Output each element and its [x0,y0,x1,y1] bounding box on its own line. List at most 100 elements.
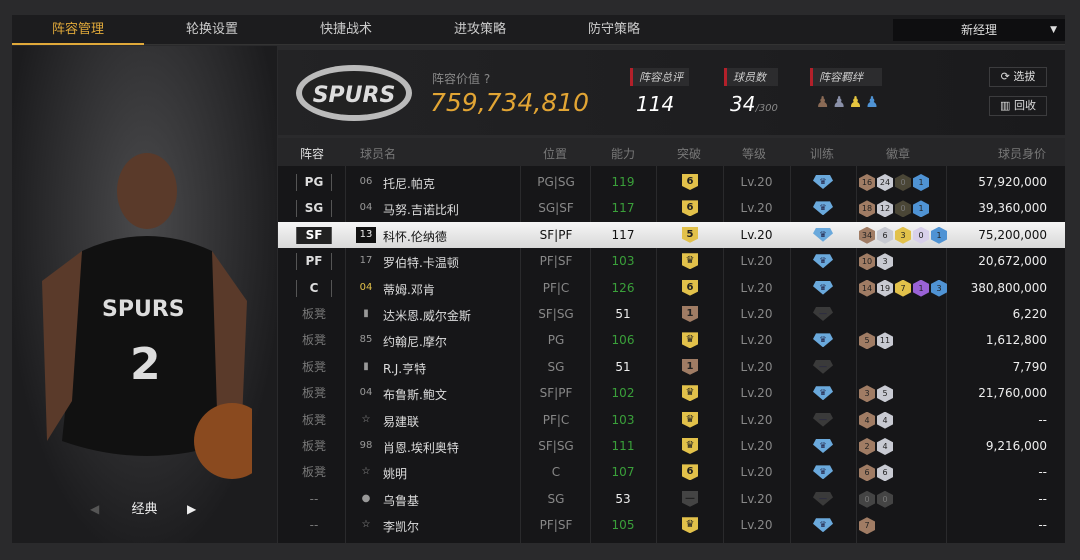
badge-hex[interactable]: 1 [931,226,947,244]
badge-hex[interactable]: 6 [859,464,875,482]
badge-hex[interactable]: 2 [859,438,875,455]
bond-player-icon[interactable]: ♟ [832,93,846,111]
tab-quick-tactics[interactable]: 快捷战术 [319,22,372,37]
lineup-slot[interactable]: 板凳 [301,333,326,348]
table-row[interactable]: SG 04 马努.吉诺比利 SG|SF 117 6 Lv.20 ♛ 18 12 0 1 39,360,0… [278,195,1065,221]
table-row[interactable]: 板凳 98 肖恩.埃利奥特 SF|SG 111 ♛ Lv.20 ♛ 2 4 9,216,000 [278,433,1065,459]
badge-hex[interactable]: 4 [859,411,875,429]
bond-player-icon[interactable]: ♟ [865,93,879,111]
table-row[interactable]: PF 17 罗伯特.卡温顿 PF|SF 103 ♛ Lv.20 ♛ 10 3 20,672,000 [278,248,1065,274]
player-name[interactable]: 托尼.帕克 [383,177,435,191]
badge-hex[interactable]: 11 [877,332,893,350]
player-name[interactable]: 马努.吉诺比利 [383,203,459,218]
lineup-slot[interactable]: 板凳 [301,307,326,321]
lineup-slot[interactable]: 板凳 [301,412,326,427]
badge-hex[interactable]: 5 [877,385,893,403]
table-row[interactable]: 板凳 ▮ 达米恩.威尔金斯 SF|SG 51 1 Lv.20 — 6,220 [278,301,1065,327]
badge-hex[interactable]: 4 [877,438,893,455]
badge-hex[interactable]: 4 [877,411,893,429]
training-crown-icon[interactable]: ♛ [813,333,833,348]
player-name[interactable]: 达米恩.威尔金斯 [383,309,471,323]
table-row[interactable]: 板凳 ☆ 易建联 PF|C 103 ♛ Lv.20 — 4 4 -- [278,407,1065,433]
badge-hex[interactable]: 7 [895,279,911,297]
badge-hex[interactable]: 6 [877,464,893,482]
badge-hex[interactable]: 1 [913,200,929,218]
badge-hex[interactable]: 7 [859,517,875,535]
player-name[interactable]: 罗伯特.卡温顿 [383,256,459,271]
badge-hex[interactable]: 12 [877,200,893,218]
badge-hex[interactable]: 3 [895,226,911,244]
player-name[interactable]: 乌鲁基 [383,493,420,508]
table-row[interactable]: SF 13 科怀.伦纳德 SF|PF 117 5 Lv.20 ♛ 34 6 3 0 1 75,200,00… [278,221,1065,248]
badge-hex[interactable]: 14 [859,279,875,297]
lineup-slot[interactable]: SF [296,226,332,244]
table-row[interactable]: PG 06 托尼.帕克 PG|SG 119 6 Lv.20 ♛ 16 24 0 1 57,920,000 [278,169,1065,195]
lineup-slot[interactable]: 板凳 [301,465,326,480]
training-crown-icon[interactable]: ♛ [813,465,833,480]
table-row[interactable]: -- ● 乌鲁基 SG 53 — Lv.20 — 0 0 -- [278,486,1065,512]
lineup-slot[interactable]: PF [296,253,332,271]
badge-hex[interactable]: 1 [913,279,929,297]
tab-lineup[interactable]: 阵容管理 [12,15,144,45]
badge-hex[interactable]: 1 [913,174,929,191]
recycle-button[interactable]: ▥ 回收 [989,96,1047,116]
player-name[interactable]: 约翰尼.摩尔 [383,335,447,350]
player-name[interactable]: 易建联 [383,414,420,429]
badge-hex[interactable]: 19 [877,279,893,297]
player-name[interactable]: 布鲁斯.鲍文 [383,388,447,403]
table-row[interactable]: C 04 蒂姆.邓肯 PF|C 126 6 Lv.20 ♛ 14 19 7 1 3 380,800,000 [278,275,1065,301]
player-name[interactable]: 科怀.伦纳德 [383,229,447,244]
lineup-slot[interactable]: -- [309,518,319,533]
badge-hex[interactable]: 3 [859,385,875,403]
training-crown-icon[interactable]: ♛ [813,280,833,295]
training-crown-icon[interactable]: ♛ [813,227,833,242]
training-locked-icon[interactable]: — [813,412,833,427]
badge-hex[interactable]: 3 [877,253,893,271]
tab-offense[interactable]: 进攻策略 [453,22,506,37]
badge-hex[interactable]: 6 [877,226,893,244]
manager-select[interactable]: 新经理 ▼ [893,19,1065,41]
badge-hex[interactable]: 3 [931,279,947,297]
player-name[interactable]: 姚明 [383,467,408,482]
lineup-slot[interactable]: 板凳 [301,386,326,401]
badge-hex[interactable]: 10 [859,253,875,271]
badge-hex[interactable]: 0 [895,174,911,191]
lineup-slot[interactable]: SG [296,200,332,218]
training-locked-icon[interactable]: — [813,491,833,506]
next-arrow-icon[interactable]: ▶ [187,502,197,516]
training-crown-icon[interactable]: ♛ [813,518,833,533]
player-name[interactable]: 李凯尔 [383,520,420,535]
bond-player-icon[interactable]: ♟ [848,93,863,111]
player-name[interactable]: 肖恩.埃利奥特 [383,441,459,455]
training-crown-icon[interactable]: ♛ [813,439,833,453]
lineup-slot[interactable]: C [296,279,332,297]
training-crown-icon[interactable]: ♛ [813,201,833,216]
lineup-slot[interactable]: -- [309,491,319,506]
table-row[interactable]: 板凳 ☆ 姚明 C 107 6 Lv.20 ♛ 6 6 -- [278,459,1065,485]
training-crown-icon[interactable]: ♛ [813,386,833,401]
badge-hex[interactable]: 34 [859,226,875,244]
badge-hex[interactable]: 0 [859,490,875,508]
badge-hex[interactable]: 16 [859,174,875,191]
lineup-slot[interactable]: PG [296,174,332,191]
bond-player-icon[interactable]: ♟ [816,93,830,111]
training-crown-icon[interactable]: ♛ [813,254,833,269]
table-row[interactable]: 板凳 ▮ R.J.亨特 SG 51 1 Lv.20 — 7,790 [278,354,1065,380]
help-icon[interactable]: ? [483,72,491,86]
player-name[interactable]: R.J.亨特 [383,361,427,376]
prev-arrow-icon[interactable]: ◀ [90,502,100,516]
training-locked-icon[interactable]: — [813,359,833,374]
badge-hex[interactable]: 0 [913,226,929,244]
table-row[interactable]: -- ☆ 李凯尔 PF|SF 105 ♛ Lv.20 ♛ 7 -- [278,512,1065,538]
badge-hex[interactable]: 18 [859,200,875,218]
badge-hex[interactable]: 24 [877,174,893,191]
badge-hex[interactable]: 0 [895,200,911,218]
lineup-slot[interactable]: 板凳 [301,359,326,374]
training-crown-icon[interactable]: ♛ [813,175,833,189]
table-row[interactable]: 板凳 85 约翰尼.摩尔 PG 106 ♛ Lv.20 ♛ 5 11 1,612,800 [278,327,1065,353]
training-locked-icon[interactable]: — [813,307,833,321]
lineup-slot[interactable]: 板凳 [301,439,326,453]
player-name[interactable]: 蒂姆.邓肯 [383,282,435,297]
table-row[interactable]: 板凳 04 布鲁斯.鲍文 SF|PF 102 ♛ Lv.20 ♛ 3 5 21,760,000 [278,380,1065,406]
tab-rotation[interactable]: 轮换设置 [185,22,238,37]
